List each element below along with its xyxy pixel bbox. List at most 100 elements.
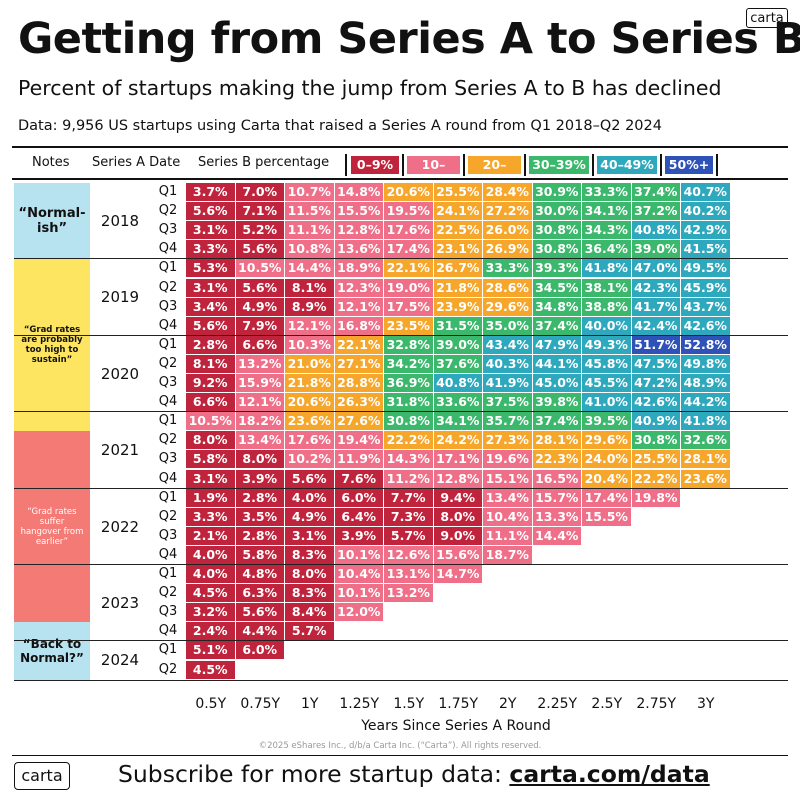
heatmap-cell: 41.8% xyxy=(582,259,631,278)
heatmap-cell: 5.6% xyxy=(235,603,284,622)
heatmap-cell: 40.0% xyxy=(582,316,631,335)
legend-item: 40–49% xyxy=(597,156,657,174)
quarter-label: Q2 xyxy=(158,508,178,524)
heatmap-cell: 26.0% xyxy=(483,221,532,240)
year-label: 2018 xyxy=(100,212,140,230)
heatmap-cell: 42.3% xyxy=(631,278,680,297)
heatmap-cell: 41.0% xyxy=(582,393,631,412)
quarter-label: Q2 xyxy=(158,432,178,448)
copyright-notice: ©2025 eShares Inc., d/b/a Carta Inc. (“C… xyxy=(258,741,542,751)
heatmap-cell: 14.8% xyxy=(334,183,383,202)
heatmap-cell: 45.9% xyxy=(681,278,730,297)
year-divider xyxy=(14,487,788,489)
heatmap-cell: 40.2% xyxy=(681,202,730,221)
quarter-label: Q3 xyxy=(158,298,178,314)
heatmap-cell: 10.8% xyxy=(285,240,334,259)
heatmap-cell: 8.0% xyxy=(186,431,235,450)
heatmap-cell: 3.1% xyxy=(186,278,235,297)
heatmap-cell: 10.2% xyxy=(285,450,334,469)
heatmap-cell: 3.9% xyxy=(235,469,284,488)
heatmap-cell: 43.4% xyxy=(483,335,532,354)
quarter-label: Q3 xyxy=(158,451,178,467)
heatmap-cell: 47.9% xyxy=(532,335,581,354)
heatmap-cell: 24.0% xyxy=(582,450,631,469)
footer-carta-logo[interactable]: carta xyxy=(14,762,70,790)
legend-divider xyxy=(524,154,526,176)
x-axis-label: Years Since Series A Round xyxy=(361,718,551,734)
heatmap-cell: 7.9% xyxy=(235,316,284,335)
quarter-label: Q4 xyxy=(158,546,178,562)
x-tick-label: 0.5Y xyxy=(195,696,227,712)
heatmap-cell: 39.8% xyxy=(532,393,581,412)
heatmap-cell: 41.7% xyxy=(631,297,680,316)
heatmap-cell: 34.1% xyxy=(582,202,631,221)
heatmap-cell: 30.8% xyxy=(631,431,680,450)
quarter-label: Q3 xyxy=(158,375,178,390)
heatmap-cell: 11.5% xyxy=(285,202,334,221)
x-tick-label: 0.75Y xyxy=(240,696,281,712)
heatmap-cell: 3.3% xyxy=(186,507,235,526)
heatmap-cell: 42.6% xyxy=(681,316,730,335)
heatmap-cell: 14.4% xyxy=(285,259,334,278)
heatmap-cell: 2.8% xyxy=(186,335,235,354)
heatmap-cell: 4.4% xyxy=(235,622,284,641)
heatmap-cell: 35.7% xyxy=(483,412,532,431)
x-tick-label: 2Y xyxy=(499,696,517,712)
heatmap-cell: 12.6% xyxy=(384,545,433,564)
heatmap-cell: 30.0% xyxy=(532,202,581,221)
heatmap-cell: 15.7% xyxy=(532,488,581,507)
footer-subscribe-text: Subscribe for more startup data: carta.c… xyxy=(118,760,710,788)
page-title: Getting from Series A to Series B xyxy=(18,14,800,64)
heatmap-cell: 3.1% xyxy=(285,526,334,545)
quarter-label: Q1 xyxy=(158,413,178,429)
heatmap-cell: 8.1% xyxy=(186,354,235,373)
heatmap-cell: 39.5% xyxy=(582,412,631,431)
heatmap-cell: 7.7% xyxy=(384,488,433,507)
heatmap-cell: 21.8% xyxy=(285,374,334,393)
heatmap-cell: 27.2% xyxy=(483,202,532,221)
heatmap-cell: 37.2% xyxy=(631,202,680,221)
heatmap-cell: 6.4% xyxy=(334,507,383,526)
heatmap-cell: 5.6% xyxy=(186,316,235,335)
heatmap-cell: 37.6% xyxy=(433,354,482,373)
heatmap-cell: 22.2% xyxy=(631,469,680,488)
heatmap-cell: 37.4% xyxy=(532,316,581,335)
heatmap-cell: 1.9% xyxy=(186,488,235,507)
year-divider xyxy=(14,564,788,565)
heatmap-cell: 13.3% xyxy=(532,507,581,526)
heatmap-cell: 19.0% xyxy=(384,278,433,297)
heatmap-cell: 5.6% xyxy=(235,278,284,297)
heatmap-cell: 17.4% xyxy=(582,488,631,507)
heatmap-cell: 4.5% xyxy=(186,660,235,679)
heatmap-cell: 8.3% xyxy=(285,584,334,603)
heatmap-cell: 51.7% xyxy=(631,335,680,354)
note-text: “Normal-ish” xyxy=(18,206,86,237)
heatmap-cell: 2.8% xyxy=(235,488,284,507)
year-label: 2020 xyxy=(100,364,140,383)
heatmap-cell: 27.6% xyxy=(334,412,383,431)
heatmap-cell: 14.3% xyxy=(384,450,433,469)
quarter-label: Q1 xyxy=(158,184,178,199)
heatmap-cell: 41.9% xyxy=(483,374,532,393)
heatmap-cell: 10.5% xyxy=(186,412,235,431)
heatmap-cell: 28.6% xyxy=(483,278,532,297)
heatmap-cell: 5.1% xyxy=(186,641,235,660)
heatmap-cell: 3.5% xyxy=(235,507,284,526)
heatmap-cell: 45.5% xyxy=(582,374,631,393)
heatmap-cell: 21.8% xyxy=(433,278,482,297)
note-block: “Normal-ish” xyxy=(14,183,90,260)
heatmap-cell: 4.5% xyxy=(186,584,235,603)
heatmap-cell: 49.8% xyxy=(681,354,730,373)
heatmap-cell: 23.1% xyxy=(433,240,482,259)
heatmap-cell: 34.8% xyxy=(532,297,581,316)
heatmap-cell: 6.6% xyxy=(186,393,235,412)
quarter-label: Q1 xyxy=(158,489,178,505)
heatmap-cell: 36.4% xyxy=(582,240,631,259)
note-block: “Grad rates are probably too high to sus… xyxy=(14,259,90,432)
heatmap-cell: 30.9% xyxy=(532,183,581,202)
footer-link[interactable]: carta.com/data xyxy=(509,760,710,788)
heatmap-cell: 23.6% xyxy=(681,469,730,488)
data-note: Data: 9,956 US startups using Carta that… xyxy=(18,118,662,134)
heatmap-cell: 30.8% xyxy=(532,221,581,240)
quarter-label: Q3 xyxy=(158,222,178,238)
